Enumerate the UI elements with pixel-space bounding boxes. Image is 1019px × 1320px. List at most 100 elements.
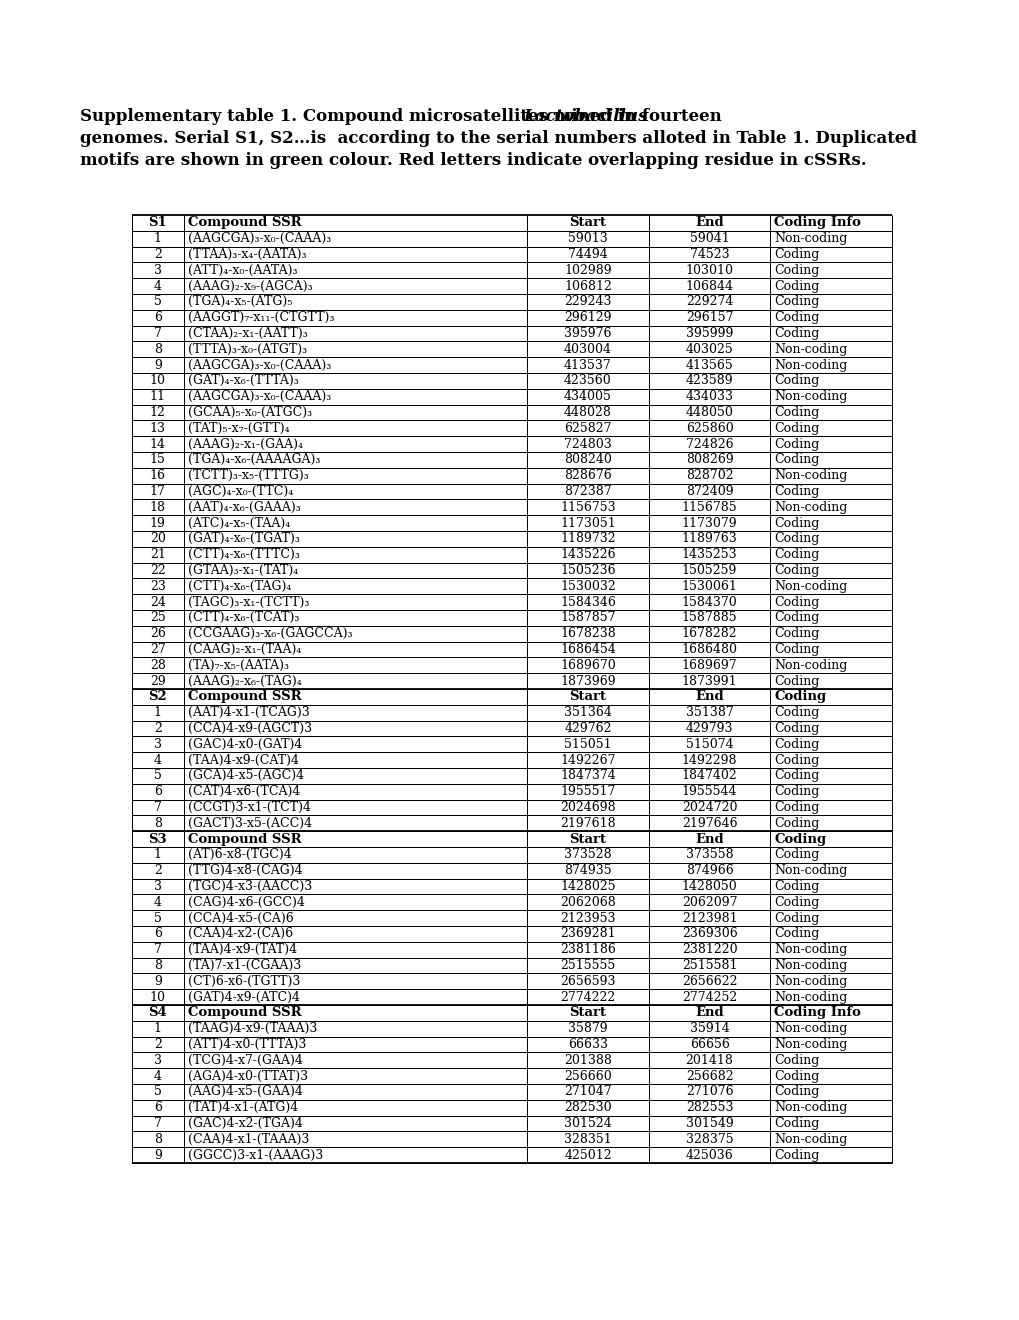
Text: Coding: Coding xyxy=(773,880,819,894)
Text: 1428050: 1428050 xyxy=(681,880,737,894)
Text: (AAG)4-x5-(GAA)4: (AAG)4-x5-(GAA)4 xyxy=(187,1085,303,1098)
Text: (GAT)₄-x₆-(TTTA)₃: (GAT)₄-x₆-(TTTA)₃ xyxy=(187,375,299,387)
Text: Non-coding: Non-coding xyxy=(773,944,847,956)
Text: 351364: 351364 xyxy=(564,706,611,719)
Text: 413537: 413537 xyxy=(564,359,611,372)
Text: Non-coding: Non-coding xyxy=(773,1038,847,1051)
Text: (AAGCGA)₃-x₀-(CAAA)₃: (AAGCGA)₃-x₀-(CAAA)₃ xyxy=(187,232,330,246)
Text: 19: 19 xyxy=(150,516,166,529)
Text: (TGC)4-x3-(AACC)3: (TGC)4-x3-(AACC)3 xyxy=(187,880,312,894)
Text: (AAGCGA)₃-x₀-(CAAA)₃: (AAGCGA)₃-x₀-(CAAA)₃ xyxy=(187,359,330,372)
Text: 1492298: 1492298 xyxy=(681,754,737,767)
Text: 2062097: 2062097 xyxy=(681,896,737,908)
Text: 10: 10 xyxy=(150,990,166,1003)
Text: 395976: 395976 xyxy=(564,327,611,341)
Text: (CTT)₄-x₆-(TTTC)₃: (CTT)₄-x₆-(TTTC)₃ xyxy=(187,548,300,561)
Text: 808269: 808269 xyxy=(685,453,733,466)
Text: 1530061: 1530061 xyxy=(681,579,737,593)
Text: 201418: 201418 xyxy=(685,1053,733,1067)
Text: Non-coding: Non-coding xyxy=(773,865,847,878)
Text: 256682: 256682 xyxy=(685,1069,733,1082)
Text: 8: 8 xyxy=(154,960,162,972)
Text: 7: 7 xyxy=(154,1117,162,1130)
Text: Coding: Coding xyxy=(773,849,819,862)
Text: (ATT)4-x0-(TTTA)3: (ATT)4-x0-(TTTA)3 xyxy=(187,1038,306,1051)
Text: 35914: 35914 xyxy=(689,1022,729,1035)
Text: Coding: Coding xyxy=(773,643,819,656)
Text: (AGA)4-x0-(TTAT)3: (AGA)4-x0-(TTAT)3 xyxy=(187,1069,308,1082)
Text: 425036: 425036 xyxy=(685,1148,733,1162)
Text: 1955517: 1955517 xyxy=(559,785,615,799)
Text: (TTTA)₃-x₀-(ATGT)₃: (TTTA)₃-x₀-(ATGT)₃ xyxy=(187,343,307,356)
Text: 229243: 229243 xyxy=(564,296,611,309)
Text: Coding: Coding xyxy=(773,754,819,767)
Text: motifs are shown in green colour. Red letters indicate overlapping residue in cS: motifs are shown in green colour. Red le… xyxy=(79,152,866,169)
Text: 1156785: 1156785 xyxy=(681,500,737,513)
Text: 828702: 828702 xyxy=(685,469,733,482)
Text: 16: 16 xyxy=(150,469,166,482)
Text: Coding: Coding xyxy=(773,280,819,293)
Text: 1492267: 1492267 xyxy=(559,754,615,767)
Text: 1678238: 1678238 xyxy=(559,627,615,640)
Text: Non-coding: Non-coding xyxy=(773,974,847,987)
Text: 1587885: 1587885 xyxy=(681,611,737,624)
Text: 28: 28 xyxy=(150,659,166,672)
Text: 66633: 66633 xyxy=(568,1038,607,1051)
Text: (GAC)4-x2-(TGA)4: (GAC)4-x2-(TGA)4 xyxy=(187,1117,303,1130)
Text: (CTAA)₂-x₁-(AATT)₃: (CTAA)₂-x₁-(AATT)₃ xyxy=(187,327,307,341)
Text: (GGCC)3-x1-(AAAG)3: (GGCC)3-x1-(AAAG)3 xyxy=(187,1148,323,1162)
Text: (TAA)4-x9-(CAT)4: (TAA)4-x9-(CAT)4 xyxy=(187,754,299,767)
Text: 1173051: 1173051 xyxy=(559,516,615,529)
Text: Coding: Coding xyxy=(773,770,819,783)
Text: 1189763: 1189763 xyxy=(681,532,737,545)
Text: 23: 23 xyxy=(150,579,166,593)
Text: Coding: Coding xyxy=(773,738,819,751)
Text: 2774252: 2774252 xyxy=(682,990,737,1003)
Text: 4: 4 xyxy=(154,280,162,293)
Text: 373558: 373558 xyxy=(685,849,733,862)
Text: 2197618: 2197618 xyxy=(559,817,615,830)
Text: (AAAG)₂-x₁-(GAA)₄: (AAAG)₂-x₁-(GAA)₄ xyxy=(187,438,303,450)
Text: (TAA)4-x9-(TAT)4: (TAA)4-x9-(TAT)4 xyxy=(187,944,297,956)
Text: Coding: Coding xyxy=(773,1069,819,1082)
Text: 625860: 625860 xyxy=(685,422,733,434)
Text: (TTG)4-x8-(CAG)4: (TTG)4-x8-(CAG)4 xyxy=(187,865,302,878)
Text: (AAAG)₂-x₉-(AGCA)₃: (AAAG)₂-x₉-(AGCA)₃ xyxy=(187,280,312,293)
Text: 271076: 271076 xyxy=(685,1085,733,1098)
Text: (GCAA)₅-x₀-(ATGC)₃: (GCAA)₅-x₀-(ATGC)₃ xyxy=(187,407,312,418)
Text: (AAT)4-x1-(TCAG)3: (AAT)4-x1-(TCAG)3 xyxy=(187,706,309,719)
Text: 1584346: 1584346 xyxy=(559,595,615,609)
Text: (GAT)₄-x₆-(TGAT)₃: (GAT)₄-x₆-(TGAT)₃ xyxy=(187,532,300,545)
Text: Lactobacillus: Lactobacillus xyxy=(523,108,647,125)
Text: 1189732: 1189732 xyxy=(559,532,615,545)
Text: 9: 9 xyxy=(154,359,162,372)
Text: 14: 14 xyxy=(150,438,166,450)
Text: 271047: 271047 xyxy=(564,1085,611,1098)
Text: 102989: 102989 xyxy=(564,264,611,277)
Text: 434005: 434005 xyxy=(564,391,611,403)
Text: 448050: 448050 xyxy=(685,407,733,418)
Text: 373528: 373528 xyxy=(564,849,611,862)
Text: Coding: Coding xyxy=(773,375,819,387)
Text: Coding: Coding xyxy=(773,690,825,704)
Text: Coding Info: Coding Info xyxy=(773,216,860,230)
Text: End: End xyxy=(695,1006,723,1019)
Text: Compound SSR: Compound SSR xyxy=(187,216,301,230)
Text: 403004: 403004 xyxy=(564,343,611,356)
Text: 1584370: 1584370 xyxy=(681,595,737,609)
Text: 5: 5 xyxy=(154,770,162,783)
Text: 24: 24 xyxy=(150,595,166,609)
Text: 2369281: 2369281 xyxy=(559,928,615,940)
Text: 301524: 301524 xyxy=(564,1117,611,1130)
Text: 256660: 256660 xyxy=(564,1069,611,1082)
Text: (TA)₇-x₅-(AATA)₃: (TA)₇-x₅-(AATA)₃ xyxy=(187,659,288,672)
Text: Compound SSR: Compound SSR xyxy=(187,690,301,704)
Text: Coding: Coding xyxy=(773,785,819,799)
Text: Non-coding: Non-coding xyxy=(773,1022,847,1035)
Text: (TA)7-x1-(CGAA)3: (TA)7-x1-(CGAA)3 xyxy=(187,960,301,972)
Text: Non-coding: Non-coding xyxy=(773,960,847,972)
Text: 1: 1 xyxy=(154,849,162,862)
Text: End: End xyxy=(695,833,723,846)
Text: Non-coding: Non-coding xyxy=(773,1101,847,1114)
Text: (AAAG)₂-x₆-(TAG)₄: (AAAG)₂-x₆-(TAG)₄ xyxy=(187,675,302,688)
